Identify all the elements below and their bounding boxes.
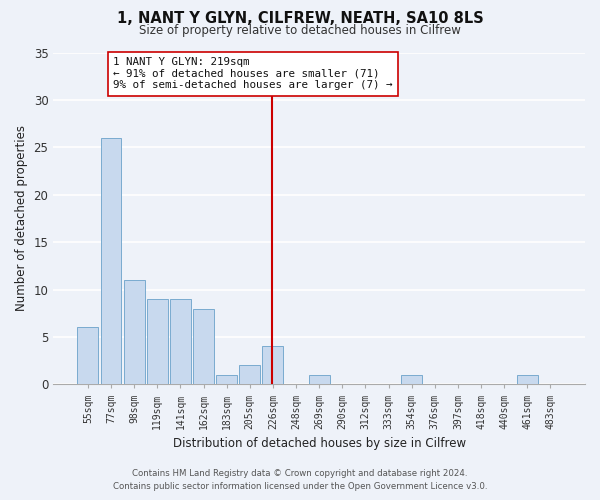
Bar: [401, 375, 422, 384]
Bar: [170, 299, 191, 384]
Bar: [216, 375, 237, 384]
Bar: [262, 346, 283, 385]
Text: 1, NANT Y GLYN, CILFREW, NEATH, SA10 8LS: 1, NANT Y GLYN, CILFREW, NEATH, SA10 8LS: [116, 11, 484, 26]
Bar: [193, 308, 214, 384]
Bar: [239, 366, 260, 384]
Text: 1 NANT Y GLYN: 219sqm
← 91% of detached houses are smaller (71)
9% of semi-detac: 1 NANT Y GLYN: 219sqm ← 91% of detached …: [113, 57, 393, 90]
X-axis label: Distribution of detached houses by size in Cilfrew: Distribution of detached houses by size …: [173, 437, 466, 450]
Bar: [517, 375, 538, 384]
Bar: [124, 280, 145, 384]
Text: Size of property relative to detached houses in Cilfrew: Size of property relative to detached ho…: [139, 24, 461, 37]
Bar: [147, 299, 167, 384]
Bar: [309, 375, 329, 384]
Y-axis label: Number of detached properties: Number of detached properties: [15, 126, 28, 312]
Text: Contains HM Land Registry data © Crown copyright and database right 2024.
Contai: Contains HM Land Registry data © Crown c…: [113, 469, 487, 491]
Bar: [77, 328, 98, 384]
Bar: [101, 138, 121, 384]
